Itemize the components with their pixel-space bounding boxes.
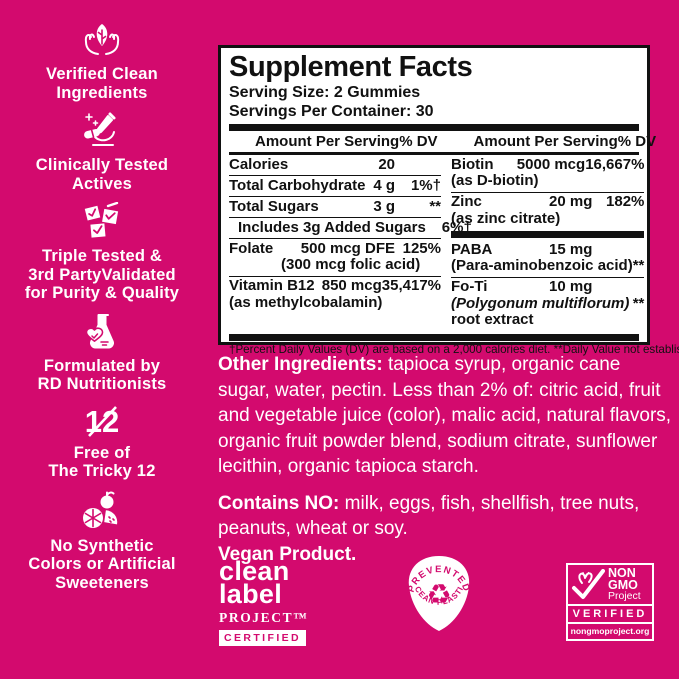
header-dv-left: % DV — [399, 133, 438, 150]
divider-bar — [451, 231, 645, 238]
claim-tricky-12: 12 Free of The Tricky 12 — [48, 403, 155, 481]
hands-leaf-icon — [84, 24, 120, 55]
nutrient-column-right: Biotin 5000 mcg 16,667% (as D-biotin) Zinc… — [451, 155, 645, 331]
claims-sidebar: Verified Clean Ingredients Clinically Te… — [0, 20, 204, 601]
fruits-icon — [82, 491, 118, 528]
claim-verified-clean: Verified Clean Ingredients — [46, 20, 158, 102]
header-dv-right: % DV — [617, 133, 657, 150]
claim-text: Formulated by RD Nutritionists — [37, 356, 167, 394]
header-amount-left: Amount Per Serving — [255, 133, 400, 150]
divider-bar — [229, 124, 639, 131]
claim-rd-formulated: Formulated by RD Nutritionists — [38, 312, 167, 394]
verified-text: VERIFIED — [568, 603, 652, 622]
nutrient-columns: Calories 20 Total Carbohydrate 4 g 1%† Tota… — [229, 155, 645, 331]
recycle-icon: ♻︎ — [426, 578, 451, 611]
header-amount-right: Amount Per Serving — [473, 133, 618, 150]
nongmo-url: nongmoproject.org — [568, 621, 652, 639]
nutrient-row-sugars: Total Sugars 3 g ** — [229, 197, 441, 218]
claim-no-synthetic: No Synthetic Colors or Artificial Sweete… — [28, 490, 175, 593]
prevented-ocean-plastic-badge: PREVENTED OCEAN PLASTIC ♻︎ — [397, 544, 477, 648]
microscope-icon — [84, 112, 116, 146]
flask-heart-icon — [85, 313, 114, 348]
footnote: †Percent Daily Values (DV) are based on … — [229, 342, 679, 356]
non-gmo-project-badge: NON GMO Project VERIFIED nongmoproject.o… — [566, 563, 654, 641]
ingredients-copy: Other Ingredients: tapioca syrup, organi… — [218, 352, 677, 567]
nutrient-row-paba: PABA 15 mg (Para-aminobenzoic acid) ** — [451, 240, 645, 278]
nutrient-row-folate: Folate 500 mcg DFE 125% (300 mcg folic aci… — [229, 239, 441, 277]
panel-title: Supplement Facts — [229, 51, 473, 83]
nutrient-row-added-sugars: Includes 3g Added Sugars 6%† — [229, 218, 472, 239]
claim-text: Triple Tested & 3rd PartyValidated for P… — [24, 247, 180, 302]
nutrient-row-b12: Vitamin B12 850 mcg 35,417% (as methylcoba… — [229, 277, 441, 311]
divider-bar — [229, 333, 639, 341]
tricky-12-icon: 12 — [85, 404, 119, 439]
certified-box: CERTIFIED — [219, 630, 307, 646]
nutrient-row-fo-ti: Fo-Ti 10 mg (Polygonum multiflorum) ** roo… — [451, 278, 645, 328]
nutrient-row-biotin: Biotin 5000 mcg 16,667% (as D-biotin) — [451, 155, 645, 193]
contains-no: Contains NO: milk, eggs, fish, shellfish… — [218, 492, 640, 540]
butterfly-icon — [572, 569, 605, 600]
claim-text: Free of The Tricky 12 — [48, 443, 156, 481]
other-ingredients: Other Ingredients: tapioca syrup, organi… — [218, 354, 672, 477]
claim-clinically-tested: Clinically Tested Actives — [36, 111, 168, 193]
supplement-facts-panel: Supplement Facts Serving Size: 2 Gummies… — [218, 45, 679, 356]
claim-text: Verified Clean Ingredients — [46, 65, 158, 102]
vegan-statement: Vegan Product. — [218, 543, 357, 565]
nutrient-row-carbohydrate: Total Carbohydrate 4 g 1%† — [229, 176, 441, 197]
servings-per-container: Servings Per Container: 30 — [229, 103, 434, 120]
nutrient-row-calories: Calories 20 — [229, 155, 441, 176]
claim-text: Clinically Tested Actives — [35, 156, 169, 193]
claim-text: No Synthetic Colors or Artificial Sweete… — [28, 536, 176, 592]
table-header: Amount Per Serving % DV Amount Per Servi… — [229, 131, 656, 155]
serving-size: Serving Size: 2 Gummies — [229, 84, 421, 101]
clean-label-project-badge: clean label PROJECT™ CERTIFIED — [219, 556, 309, 646]
triple-check-icon — [84, 202, 119, 238]
nutrient-column-left: Calories 20 Total Carbohydrate 4 g 1%† Tota… — [229, 155, 472, 331]
nutrient-row-zinc: Zinc 20 mg 182% (as zinc citrate) — [451, 193, 645, 227]
claim-triple-tested: Triple Tested & 3rd PartyValidated for P… — [25, 202, 179, 303]
